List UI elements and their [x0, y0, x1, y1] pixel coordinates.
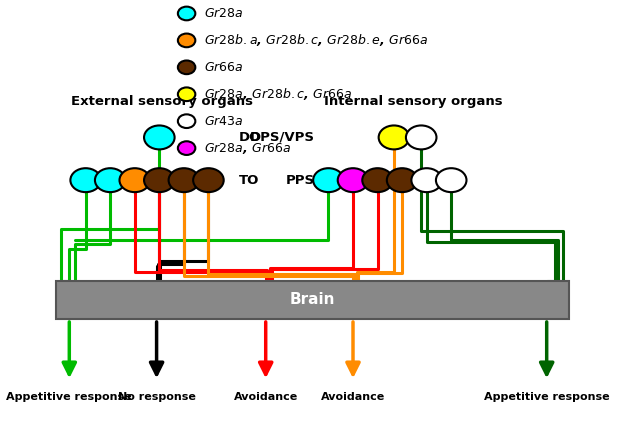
- Circle shape: [412, 168, 442, 192]
- Text: External sensory organs: External sensory organs: [71, 94, 253, 107]
- Text: $\it{Gr28a}$: $\it{Gr28a}$: [204, 7, 244, 20]
- Circle shape: [70, 168, 101, 192]
- Text: $\it{Gr28a}$, $\it{Gr66a}$: $\it{Gr28a}$, $\it{Gr66a}$: [204, 141, 291, 155]
- Circle shape: [120, 168, 150, 192]
- Circle shape: [379, 126, 409, 149]
- Text: Avoidance: Avoidance: [321, 392, 385, 402]
- Circle shape: [95, 168, 125, 192]
- Text: Appetitive response: Appetitive response: [484, 392, 610, 402]
- Circle shape: [144, 126, 175, 149]
- Circle shape: [168, 168, 199, 192]
- FancyBboxPatch shape: [56, 281, 568, 319]
- Circle shape: [178, 87, 196, 101]
- Text: $\it{Gr43a}$: $\it{Gr43a}$: [204, 115, 244, 128]
- Circle shape: [193, 168, 224, 192]
- Circle shape: [387, 168, 417, 192]
- Text: DO: DO: [238, 131, 261, 144]
- Circle shape: [337, 168, 368, 192]
- Text: $\it{Gr28a}$, $\it{Gr28b.c}$, $\it{Gr66a}$: $\it{Gr28a}$, $\it{Gr28b.c}$, $\it{Gr66a…: [204, 86, 352, 102]
- Text: Avoidance: Avoidance: [234, 392, 298, 402]
- Circle shape: [178, 33, 196, 47]
- Text: Appetitive response: Appetitive response: [7, 392, 132, 402]
- Circle shape: [436, 168, 466, 192]
- Text: No response: No response: [118, 392, 196, 402]
- Circle shape: [178, 141, 196, 155]
- Text: $\it{Gr66a}$: $\it{Gr66a}$: [204, 61, 244, 74]
- Text: Internal sensory organs: Internal sensory organs: [324, 94, 502, 107]
- Circle shape: [362, 168, 393, 192]
- Circle shape: [178, 114, 196, 128]
- Text: Brain: Brain: [289, 292, 335, 307]
- Circle shape: [178, 61, 196, 74]
- Circle shape: [406, 126, 436, 149]
- Circle shape: [144, 168, 175, 192]
- Circle shape: [313, 168, 344, 192]
- Text: DPS/VPS: DPS/VPS: [250, 131, 315, 144]
- Text: TO: TO: [238, 174, 259, 187]
- Circle shape: [178, 6, 196, 20]
- Text: $\it{Gr28b.a}$, $\it{Gr28b.c}$, $\it{Gr28b.e}$, $\it{Gr66a}$: $\it{Gr28b.a}$, $\it{Gr28b.c}$, $\it{Gr2…: [204, 32, 428, 48]
- Text: PPS: PPS: [286, 174, 315, 187]
